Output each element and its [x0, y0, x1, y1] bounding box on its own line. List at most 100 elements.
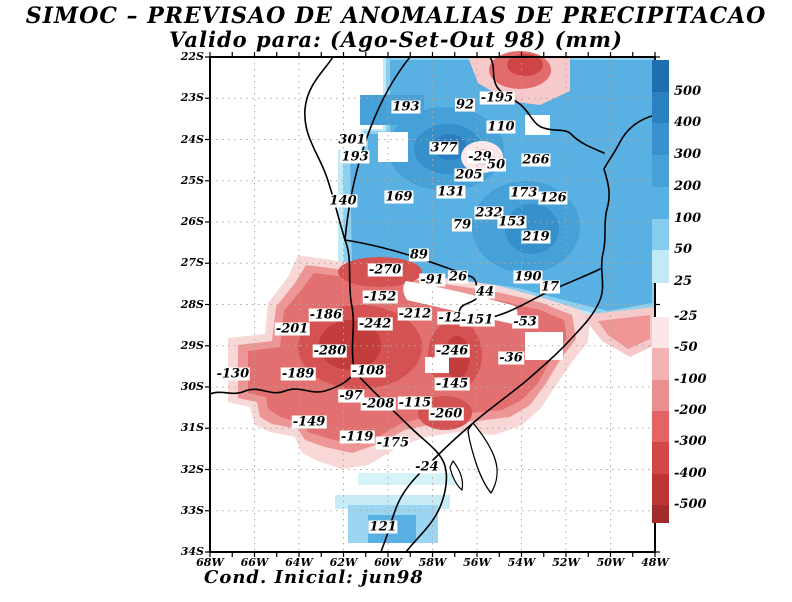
legend-positive-label: 500	[674, 83, 702, 99]
legend-positive-segment	[652, 60, 669, 93]
value-label: -12	[437, 310, 463, 326]
value-label: -246	[434, 343, 470, 359]
value-label: -175	[375, 435, 411, 451]
legend-negative-segment	[652, 348, 669, 381]
value-label: -208	[360, 396, 396, 412]
lat-tick-label: 31S	[180, 421, 204, 435]
value-label: 79	[452, 217, 473, 233]
value-label: 377	[429, 140, 459, 156]
value-label: 205	[454, 167, 484, 183]
legend-positive-segment	[652, 218, 669, 251]
value-label: -270	[367, 262, 403, 278]
lat-tick-label: 29S	[180, 338, 204, 352]
lat-tick-label: 28S	[180, 297, 204, 311]
legend-negative-label: -400	[674, 465, 707, 481]
legend-positive-segment	[652, 91, 669, 124]
value-label: 121	[368, 519, 398, 535]
legend-positive-label: 50	[674, 242, 693, 258]
legend-negative-segment	[652, 505, 669, 523]
value-label: -91	[419, 272, 445, 288]
value-label: 110	[486, 119, 516, 135]
value-label: 193	[340, 149, 370, 165]
value-label: -53	[512, 314, 538, 330]
value-label: -242	[357, 316, 393, 332]
lat-tick-label: 33S	[180, 503, 204, 517]
lat-tick-label: 34S	[180, 545, 204, 558]
initial-condition-caption: Cond. Inicial: jun98	[204, 567, 424, 588]
value-label: 153	[497, 214, 527, 230]
lon-tick-label: 64W	[285, 556, 313, 569]
lon-tick-label: 66W	[240, 556, 269, 569]
lon-tick-label: 68W	[196, 556, 224, 569]
legend-negative-label: -25	[674, 309, 698, 324]
lon-tick-label: 56W	[463, 556, 491, 569]
legend-positive-label: 300	[674, 147, 702, 163]
legend-positive-segment	[652, 186, 669, 219]
lat-tick-label: 22S	[180, 50, 204, 63]
lon-tick-label: 60W	[374, 556, 402, 569]
legend-positive-segment	[652, 250, 669, 283]
lon-tick-label: 62W	[329, 556, 358, 569]
legend-negative-segment	[652, 442, 669, 475]
value-label: -201	[274, 321, 310, 337]
value-label: 193	[391, 99, 421, 115]
border-diagonal	[344, 56, 411, 241]
value-label: 44	[474, 284, 496, 300]
lon-tick-label: 52W	[552, 556, 580, 569]
value-label: 50	[486, 157, 507, 173]
border-river-south	[344, 239, 356, 373]
chart-subtitle: Valido para: (Ago-Set-Out 98) (mm)	[169, 27, 623, 52]
lagoon	[467, 422, 498, 494]
lat-tick-label: 30S	[180, 380, 204, 393]
legend-positive-segment	[652, 123, 669, 156]
lat-tick-label: 27S	[180, 256, 204, 270]
value-label: -108	[350, 363, 386, 379]
legend-negative-segment	[652, 411, 669, 443]
value-label: 131	[436, 184, 466, 200]
value-label: 169	[384, 189, 414, 205]
value-label: -149	[291, 414, 327, 430]
legend-negative-segment	[652, 379, 669, 412]
legend-positive-label: 100	[674, 210, 702, 226]
value-label: -151	[459, 312, 495, 328]
lagoon-small	[449, 460, 464, 491]
value-label: 219	[521, 229, 551, 245]
value-label: -145	[434, 376, 470, 392]
value-label: 89	[408, 247, 429, 263]
value-label: 301	[337, 132, 367, 148]
value-label: 140	[328, 193, 358, 209]
value-label: 190	[513, 269, 543, 285]
value-label: -280	[312, 343, 348, 359]
legend-positive-label: 400	[674, 115, 702, 131]
legend-negative-segment	[652, 317, 669, 349]
value-label: 173	[509, 185, 539, 201]
value-label: -119	[339, 429, 375, 445]
border-top	[489, 56, 605, 154]
legend-negative-label: -200	[674, 403, 707, 418]
legend-positive-label: 200	[674, 178, 702, 194]
value-label: -36	[498, 350, 524, 366]
lat-tick-label: 26S	[180, 215, 204, 228]
lat-tick-label: 24S	[180, 132, 204, 146]
lat-tick-label: 25S	[180, 173, 204, 187]
value-label: -97	[338, 388, 364, 404]
lat-tick-label: 23S	[180, 91, 204, 105]
lon-tick-label: 54W	[507, 556, 536, 569]
map-borders	[209, 56, 656, 553]
lat-tick-label: 32S	[180, 462, 204, 476]
value-label: -115	[397, 395, 433, 411]
legend-positive-segment	[652, 155, 669, 188]
plot-frame	[209, 56, 656, 553]
value-label: -152	[362, 289, 398, 305]
coastline	[380, 114, 656, 553]
legend-negative-segment	[652, 473, 669, 506]
value-label: 26	[448, 269, 469, 285]
value-label: -130	[215, 366, 251, 382]
value-label: -212	[397, 306, 433, 322]
legend-negative-label: -300	[674, 434, 707, 450]
map-plot-area	[205, 51, 660, 557]
value-label: -189	[280, 366, 316, 382]
value-label: -195	[479, 90, 515, 106]
value-label: -186	[308, 307, 344, 323]
